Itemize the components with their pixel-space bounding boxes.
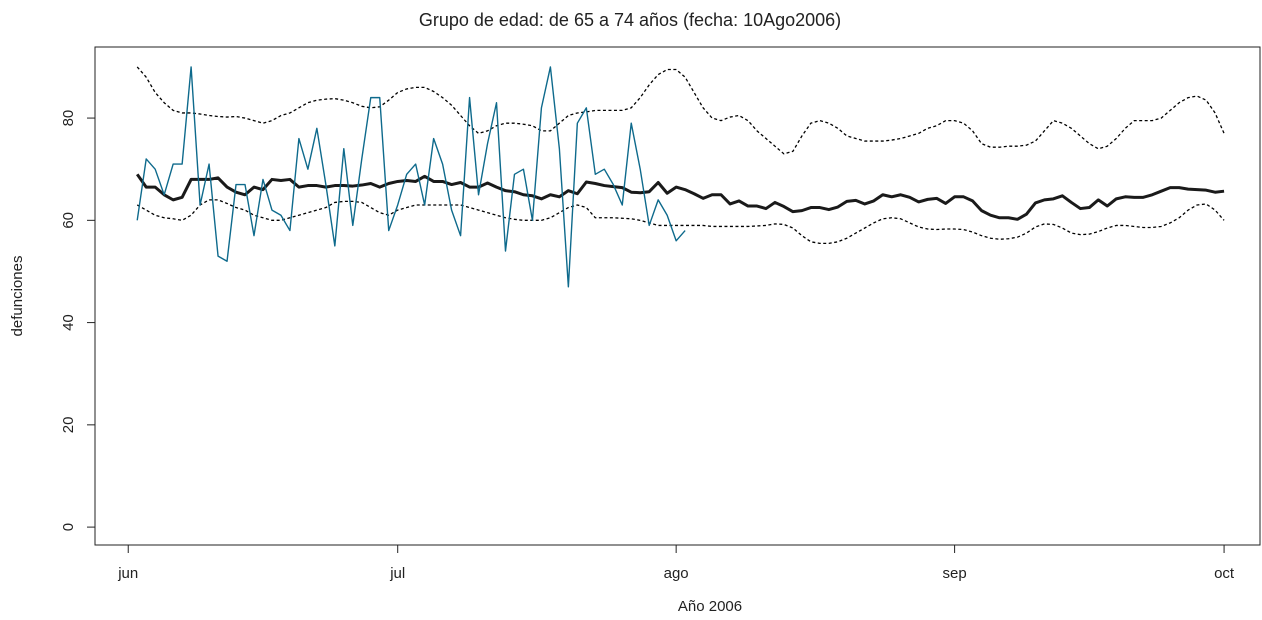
x-axis-label: Año 2006: [678, 598, 742, 615]
series-line: [136, 199, 1225, 244]
x-tick-label: ago: [664, 565, 689, 582]
y-tick-label: 60: [60, 212, 77, 229]
y-tick-label: 80: [60, 110, 77, 127]
y-axis-label: defunciones: [9, 256, 26, 337]
x-tick-label: oct: [1214, 565, 1235, 582]
y-tick-label: 40: [60, 314, 77, 331]
y-tick-label: 20: [60, 417, 77, 434]
series-line: [136, 66, 686, 288]
x-tick-label: jul: [389, 565, 405, 582]
y-tick-label: 0: [60, 523, 77, 531]
x-tick-label: jun: [117, 565, 138, 582]
x-tick-label: sep: [943, 565, 967, 582]
chart-title: Grupo de edad: de 65 a 74 años (fecha: 1…: [419, 10, 841, 30]
series-line: [135, 173, 1225, 221]
